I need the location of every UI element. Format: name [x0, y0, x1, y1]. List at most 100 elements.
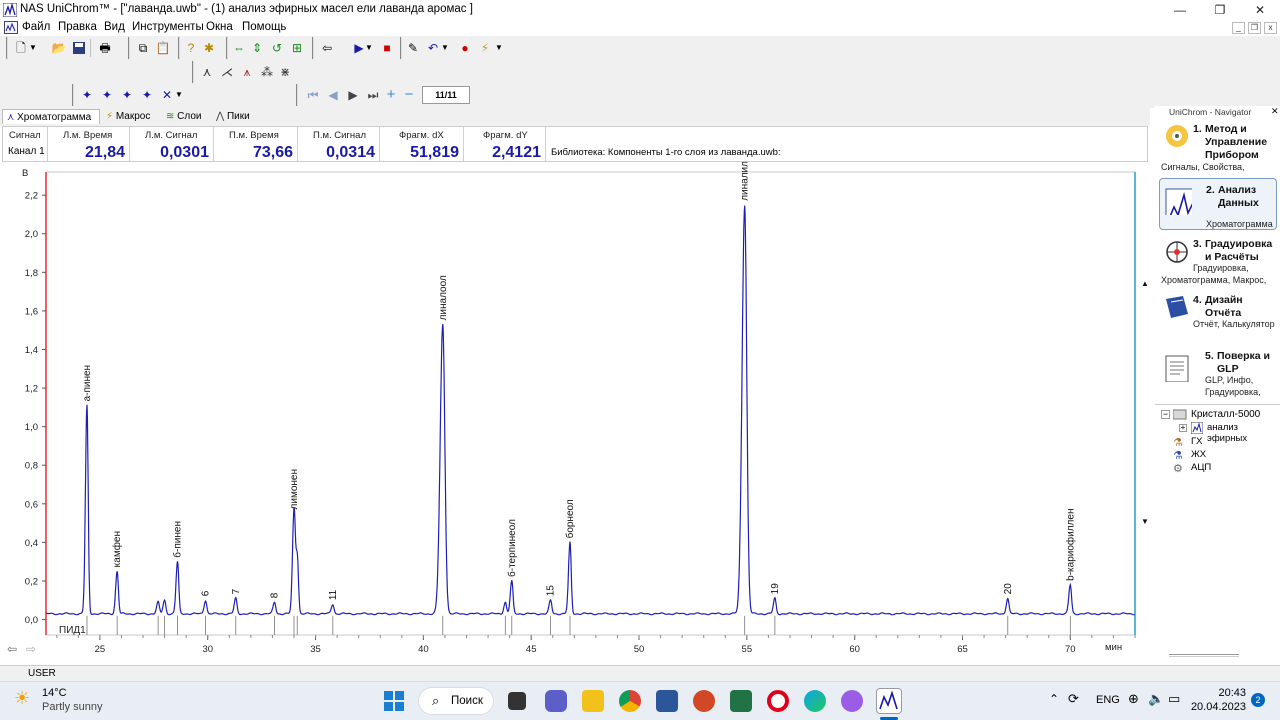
- menu-edit[interactable]: Правка: [58, 21, 97, 33]
- weather-sun-icon[interactable]: ☀: [14, 688, 31, 708]
- chromatogram-chart[interactable]: 0,0 0,2 0,4 0,6 0,8 1,0 1,2 1,4 1,6 1,8 2,0 2,2 В 25 3…: [2, 130, 1149, 659]
- scroll-right-icon[interactable]: ⇨: [26, 642, 37, 656]
- weather-temp[interactable]: 14°C: [42, 687, 67, 699]
- record-icon[interactable]: ●: [461, 41, 469, 55]
- powerpoint-icon[interactable]: [693, 690, 715, 712]
- alice-assistant-icon[interactable]: [841, 690, 863, 712]
- peak-up-icon[interactable]: ✦: [121, 88, 133, 102]
- tab-peaks[interactable]: ⋀ Пики: [212, 109, 258, 124]
- nav-item-report-design[interactable]: 4. Дизайн Отчёта Отчёт, Калькулятор: [1159, 292, 1277, 344]
- play-dropdown-icon[interactable]: ▼: [365, 43, 373, 52]
- mdi-minimize-button[interactable]: _: [1232, 22, 1245, 34]
- navigator-scrollbar[interactable]: [1169, 654, 1239, 657]
- menu-file[interactable]: Файл: [22, 21, 51, 33]
- peak-split-icon[interactable]: ⩚: [243, 65, 251, 79]
- undo-icon[interactable]: ↶: [427, 41, 439, 55]
- word-icon[interactable]: [656, 690, 678, 712]
- zoom-horizontal-icon[interactable]: ⇔: [233, 41, 245, 55]
- context-help-icon[interactable]: ✱: [203, 41, 215, 55]
- save-icon[interactable]: [70, 39, 88, 57]
- play-icon[interactable]: ▶: [354, 41, 364, 55]
- lightning-dropdown-icon[interactable]: ▼: [495, 43, 503, 52]
- tree-collapse-icon[interactable]: −: [1161, 409, 1170, 419]
- nav-item-calibration[interactable]: 3. Градуировка и Расчёты Градуировка, Хр…: [1159, 236, 1277, 288]
- baseline-icon[interactable]: ⋌: [221, 65, 233, 79]
- stop-icon[interactable]: ■: [383, 41, 391, 55]
- mdi-restore-button[interactable]: ❐: [1248, 22, 1261, 34]
- peak-prev-icon[interactable]: ✦: [81, 88, 93, 102]
- open-folder-icon[interactable]: 📂: [51, 41, 67, 55]
- start-icon[interactable]: [384, 691, 404, 711]
- paste-icon[interactable]: 📋: [155, 41, 171, 55]
- peak-next-icon[interactable]: ✦: [101, 88, 113, 102]
- search-box[interactable]: ⌕ Поиск: [418, 687, 494, 715]
- navigator-close-icon[interactable]: ✕: [1271, 106, 1279, 116]
- scroll-left-icon[interactable]: ⇦: [7, 642, 18, 656]
- back-icon[interactable]: ⇦: [321, 41, 333, 55]
- tree-root-label[interactable]: Кристалл-5000: [1191, 409, 1261, 420]
- clock-time[interactable]: 20:43: [1218, 687, 1246, 699]
- print-icon[interactable]: 🖶: [99, 41, 111, 55]
- tab-macro[interactable]: ⚡ Макрос: [102, 109, 160, 124]
- new-document-icon[interactable]: 🗋: [16, 41, 26, 55]
- next-page-icon[interactable]: ▶: [348, 88, 358, 102]
- zoom-vertical-icon[interactable]: ⇕: [251, 41, 263, 55]
- volume-icon[interactable]: 🔈: [1148, 691, 1165, 706]
- tree-item-label[interactable]: АЦП: [1191, 462, 1212, 473]
- mdi-close-button[interactable]: x: [1264, 22, 1277, 34]
- peak-down-icon[interactable]: ✦: [141, 88, 153, 102]
- minimize-button[interactable]: —: [1174, 3, 1186, 17]
- menu-windows[interactable]: Окна: [206, 21, 233, 33]
- battery-icon[interactable]: ▭: [1168, 691, 1181, 706]
- undo-dropdown-icon[interactable]: ▼: [441, 43, 449, 52]
- delete-peak-icon[interactable]: ✕: [161, 88, 173, 102]
- peak-start-icon[interactable]: ⋏: [202, 65, 212, 79]
- chromatogram-svg[interactable]: 0,0 0,2 0,4 0,6 0,8 1,0 1,2 1,4 1,6 1,8 2,0 2,2 В 25 3…: [2, 130, 1149, 659]
- menu-view[interactable]: Вид: [104, 21, 125, 33]
- teams-icon[interactable]: [545, 690, 567, 712]
- document-icon[interactable]: [4, 21, 18, 34]
- language-indicator[interactable]: ENG: [1096, 694, 1120, 706]
- unichrom-task-icon[interactable]: [876, 688, 902, 714]
- remove-page-icon[interactable]: −: [404, 86, 414, 103]
- chrome-icon[interactable]: [619, 690, 641, 712]
- tray-sync-icon[interactable]: ⟳: [1068, 691, 1079, 706]
- first-page-icon[interactable]: ⏮: [307, 88, 319, 102]
- delete-dropdown-icon[interactable]: ▼: [175, 90, 183, 99]
- prev-page-icon[interactable]: ◀: [328, 88, 338, 102]
- peak-auto-icon[interactable]: ⁂: [261, 65, 273, 79]
- tab-layers[interactable]: ≋ Слои: [162, 109, 208, 124]
- undo-zoom-icon[interactable]: ↺: [271, 41, 283, 55]
- peak-edit-icon[interactable]: ✎: [407, 41, 419, 55]
- close-button[interactable]: ✕: [1254, 3, 1266, 17]
- last-page-icon[interactable]: ⏭: [367, 88, 379, 102]
- tray-overflow-icon[interactable]: ⌃: [1049, 692, 1060, 706]
- excel-icon[interactable]: [730, 690, 752, 712]
- new-dropdown-icon[interactable]: ▼: [29, 43, 37, 52]
- nav-item-verification[interactable]: 5. Поверка и GLP GLP, Инфо, Градуировка,: [1159, 348, 1277, 400]
- lightning-icon[interactable]: ⚡: [480, 41, 490, 55]
- nav-item-method[interactable]: 1. Метод и Управление Прибором Сигналы, …: [1159, 120, 1277, 176]
- edge-icon[interactable]: [804, 690, 826, 712]
- peak-mark-icon[interactable]: ⋇: [279, 65, 291, 79]
- clock-date[interactable]: 20.04.2023: [1190, 701, 1246, 713]
- notification-badge[interactable]: 2: [1251, 693, 1265, 707]
- file-explorer-icon[interactable]: [582, 690, 604, 712]
- menu-help[interactable]: Помощь: [242, 21, 287, 33]
- help-icon[interactable]: ?: [187, 41, 195, 55]
- fit-all-icon[interactable]: ⊞: [291, 41, 303, 55]
- menu-tools[interactable]: Инструменты: [132, 21, 204, 33]
- maximize-button[interactable]: ❐: [1214, 3, 1226, 17]
- tree-item-label[interactable]: ЖХ: [1191, 449, 1207, 460]
- nav-item-data-analysis[interactable]: 2. Анализ Данных Хроматограмма: [1159, 178, 1277, 230]
- tree-item-label[interactable]: ГХ: [1191, 436, 1203, 447]
- add-page-icon[interactable]: +: [386, 86, 396, 103]
- copy-icon[interactable]: ⧉: [138, 41, 148, 55]
- tab-chromatogram[interactable]: ⋏ Хроматограмма: [2, 109, 100, 124]
- weather-desc[interactable]: Partly sunny: [42, 701, 103, 713]
- network-icon[interactable]: ⊕: [1128, 691, 1139, 706]
- tree-item-label[interactable]: анализ эфирных: [1207, 422, 1248, 444]
- task-view-icon[interactable]: [508, 692, 526, 710]
- tree-expand-icon[interactable]: +: [1179, 423, 1187, 432]
- opera-icon[interactable]: [767, 690, 789, 712]
